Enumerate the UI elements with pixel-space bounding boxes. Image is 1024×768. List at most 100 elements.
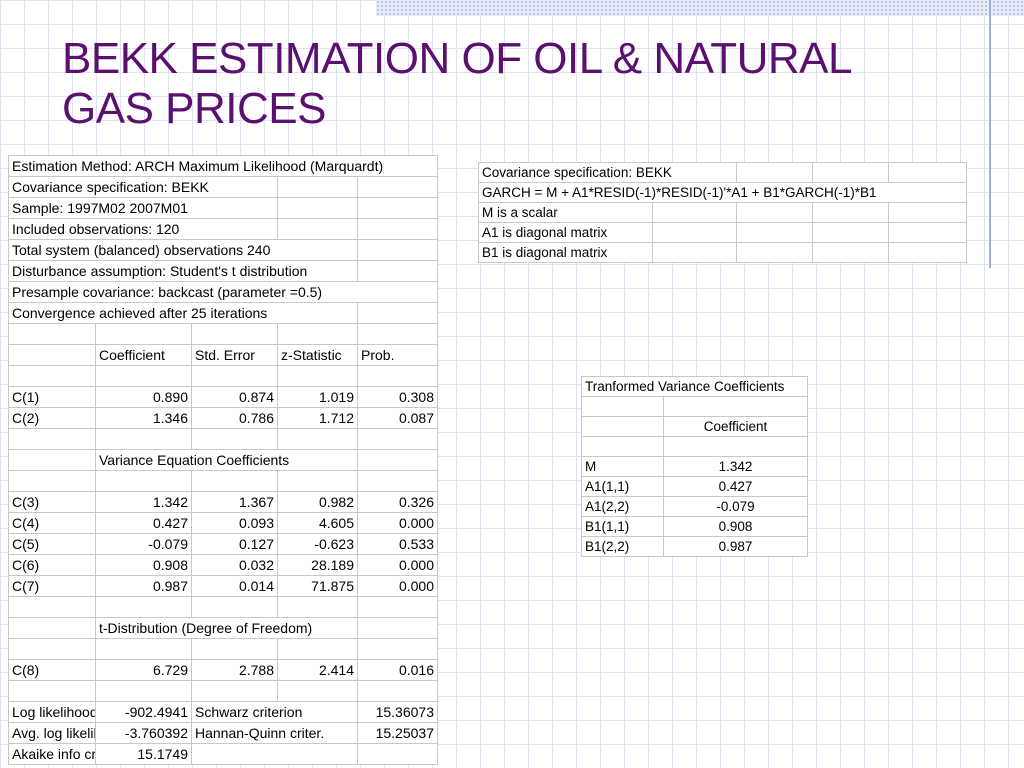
table-row: Akaike info criterion 15.1749 [8,743,438,765]
stat-value: 15.36073 [357,701,438,723]
convergence-note: Convergence achieved after 25 iterations [8,302,358,324]
transformed-coefficients-table: Tranformed Variance Coefficients Coeffic… [581,376,808,557]
cell-value: 1.342 [95,491,192,513]
row-label: C(5) [8,533,96,555]
table-row: Estimation Method: ARCH Maximum Likeliho… [8,155,438,177]
cell-value: 0.874 [191,386,278,408]
table-row: Convergence achieved after 25 iterations [8,302,438,324]
cell-value: 1.712 [277,407,358,429]
column-header: Coefficient [663,416,808,437]
spec-row: A1 is diagonal matrix [478,222,653,243]
cell-value: 1.346 [95,407,192,429]
table-row [8,323,438,345]
spec-row: GARCH = M + A1*RESID(-1)*RESID(-1)'*A1 +… [478,182,967,203]
spec-row: B1 is diagonal matrix [478,242,653,263]
cell-value: 0.308 [357,386,438,408]
cell-value: 0.908 [663,516,808,537]
stat-label: Schwarz criterion [191,701,358,723]
cell-value: -0.079 [95,533,192,555]
cell-value: 6.729 [95,659,192,681]
table-row: Covariance specification: BEKK [478,162,967,183]
section-heading: Variance Equation Coefficients [95,449,358,471]
cell-value: 2.414 [277,659,358,681]
cell-value: 0.014 [191,575,278,597]
table-row [8,428,438,450]
cell-value: -0.623 [277,533,358,555]
row-label: B1(1,1) [581,516,664,537]
table-row: B1(1,1) 0.908 [581,516,808,537]
column-header: Std. Error [191,344,278,366]
row-label: C(2) [8,407,96,429]
title-line-2: GAS PRICES [62,84,326,133]
cell-value: 0.987 [95,575,192,597]
cell-value: 0.533 [357,533,438,555]
cell-value: 0.000 [357,554,438,576]
slide-title: BEKK ESTIMATION OF OIL & NATURAL GAS PRI… [62,34,942,134]
cell-value: 28.189 [277,554,358,576]
cell-value: 0.326 [357,491,438,513]
table-row: Log likelihood -902.4941 Schwarz criteri… [8,701,438,723]
stat-label: Avg. log likelihood [8,722,96,744]
table-row [8,365,438,387]
row-label: C(7) [8,575,96,597]
table-row: C(3) 1.342 1.367 0.982 0.326 [8,491,438,513]
estimation-method: Estimation Method: ARCH Maximum Likeliho… [8,155,438,177]
row-label: C(1) [8,386,96,408]
sample-range: Sample: 1997M02 2007M01 [8,197,278,219]
cell-value: 0.908 [95,554,192,576]
decorative-vertical-line [989,0,991,268]
cell-value: 0.427 [663,476,808,497]
table-row: Avg. log likelihood -3.760392 Hannan-Qui… [8,722,438,744]
cell-value: 4.605 [277,512,358,534]
table-row [8,638,438,660]
table-row: t-Distribution (Degree of Freedom) [8,617,438,639]
cell-value: 0.000 [357,512,438,534]
table-row: M is a scalar [478,202,967,223]
table-row: B1 is diagonal matrix [478,242,967,263]
table-header-row: Coefficient [581,416,808,437]
cell-value: 0.982 [277,491,358,513]
table-title: Tranformed Variance Coefficients [581,376,808,397]
table-row: Presample covariance: backcast (paramete… [8,281,438,303]
cell-value: 0.890 [95,386,192,408]
row-label: C(6) [8,554,96,576]
stat-label: Akaike info criterion [8,743,96,765]
cell-value: 0.000 [357,575,438,597]
table-row: Covariance specification: BEKK [8,176,438,198]
cell-value: 0.016 [357,659,438,681]
included-observations: Included observations: 120 [8,218,278,240]
column-header: Prob. [357,344,438,366]
cell-value: 0.093 [191,512,278,534]
table-row [8,596,438,618]
row-label: C(8) [8,659,96,681]
table-row [8,470,438,492]
section-heading: t-Distribution (Degree of Freedom) [95,617,358,639]
covariance-spec: Covariance specification: BEKK [8,176,278,198]
cell-value: 0.786 [191,407,278,429]
table-row: A1 is diagonal matrix [478,222,967,243]
stat-value: -902.4941 [95,701,192,723]
table-row: C(7) 0.987 0.014 71.875 0.000 [8,575,438,597]
table-row: C(4) 0.427 0.093 4.605 0.000 [8,512,438,534]
cell-value: 0.987 [663,536,808,557]
dotted-pattern [376,0,1024,16]
table-row: Disturbance assumption: Student's t dist… [8,260,438,282]
stat-value: 15.25037 [357,722,438,744]
row-label: M [581,456,664,477]
table-row: B1(2,2) 0.987 [581,536,808,557]
cell-value: 0.127 [191,533,278,555]
spec-row: M is a scalar [478,202,653,223]
cell-value: 1.367 [191,491,278,513]
table-row: M 1.342 [581,456,808,477]
column-header: z-Statistic [277,344,358,366]
row-label: A1(2,2) [581,496,664,517]
cell-value: 71.875 [277,575,358,597]
row-label: C(3) [8,491,96,513]
table-row [8,680,438,702]
table-row: Tranformed Variance Coefficients [581,376,808,397]
row-label: B1(2,2) [581,536,664,557]
table-row: C(8) 6.729 2.788 2.414 0.016 [8,659,438,681]
disturbance-assumption: Disturbance assumption: Student's t dist… [8,260,358,282]
stat-value: -3.760392 [95,722,192,744]
table-row: C(6) 0.908 0.032 28.189 0.000 [8,554,438,576]
